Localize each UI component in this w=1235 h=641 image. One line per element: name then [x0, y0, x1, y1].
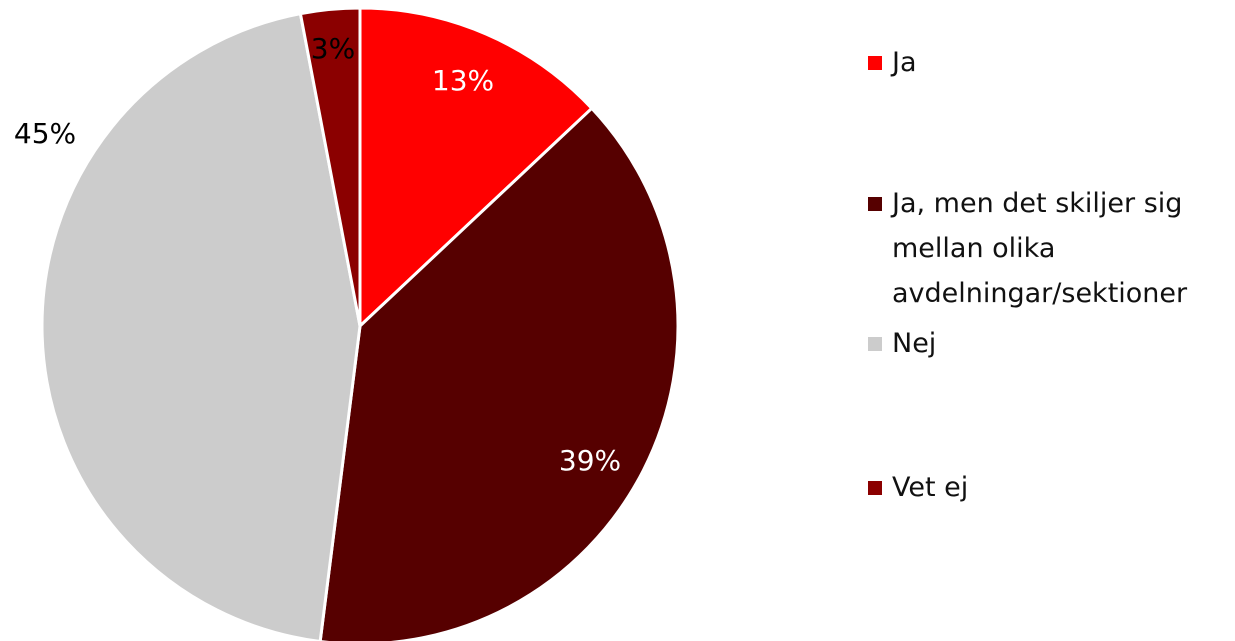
legend-label: Ja, men det skiljer sig mellan olika avd… [892, 188, 1188, 309]
legend-swatch [868, 337, 882, 351]
legend-label: Vet ej [892, 472, 969, 503]
pie-slice [40, 11, 362, 641]
pie-slice [358, 6, 594, 330]
data-label: 39% [559, 444, 621, 477]
legend-swatch [868, 56, 882, 70]
pie-slice [298, 6, 362, 327]
legend-swatch [868, 197, 882, 211]
data-label: 13% [432, 64, 494, 97]
data-label: 3% [311, 32, 355, 65]
data-label: 45% [14, 117, 76, 150]
legend-swatch [868, 481, 882, 495]
legend-item: Ja, men det skiljer sig mellan olika avd… [868, 181, 1228, 316]
legend-item: Ja [868, 40, 1228, 85]
pie-slice [318, 106, 680, 641]
legend-label: Nej [892, 328, 937, 359]
legend-item: Nej [868, 321, 1228, 366]
legend-item: Vet ej [868, 465, 1228, 510]
legend-label: Ja [892, 47, 917, 78]
